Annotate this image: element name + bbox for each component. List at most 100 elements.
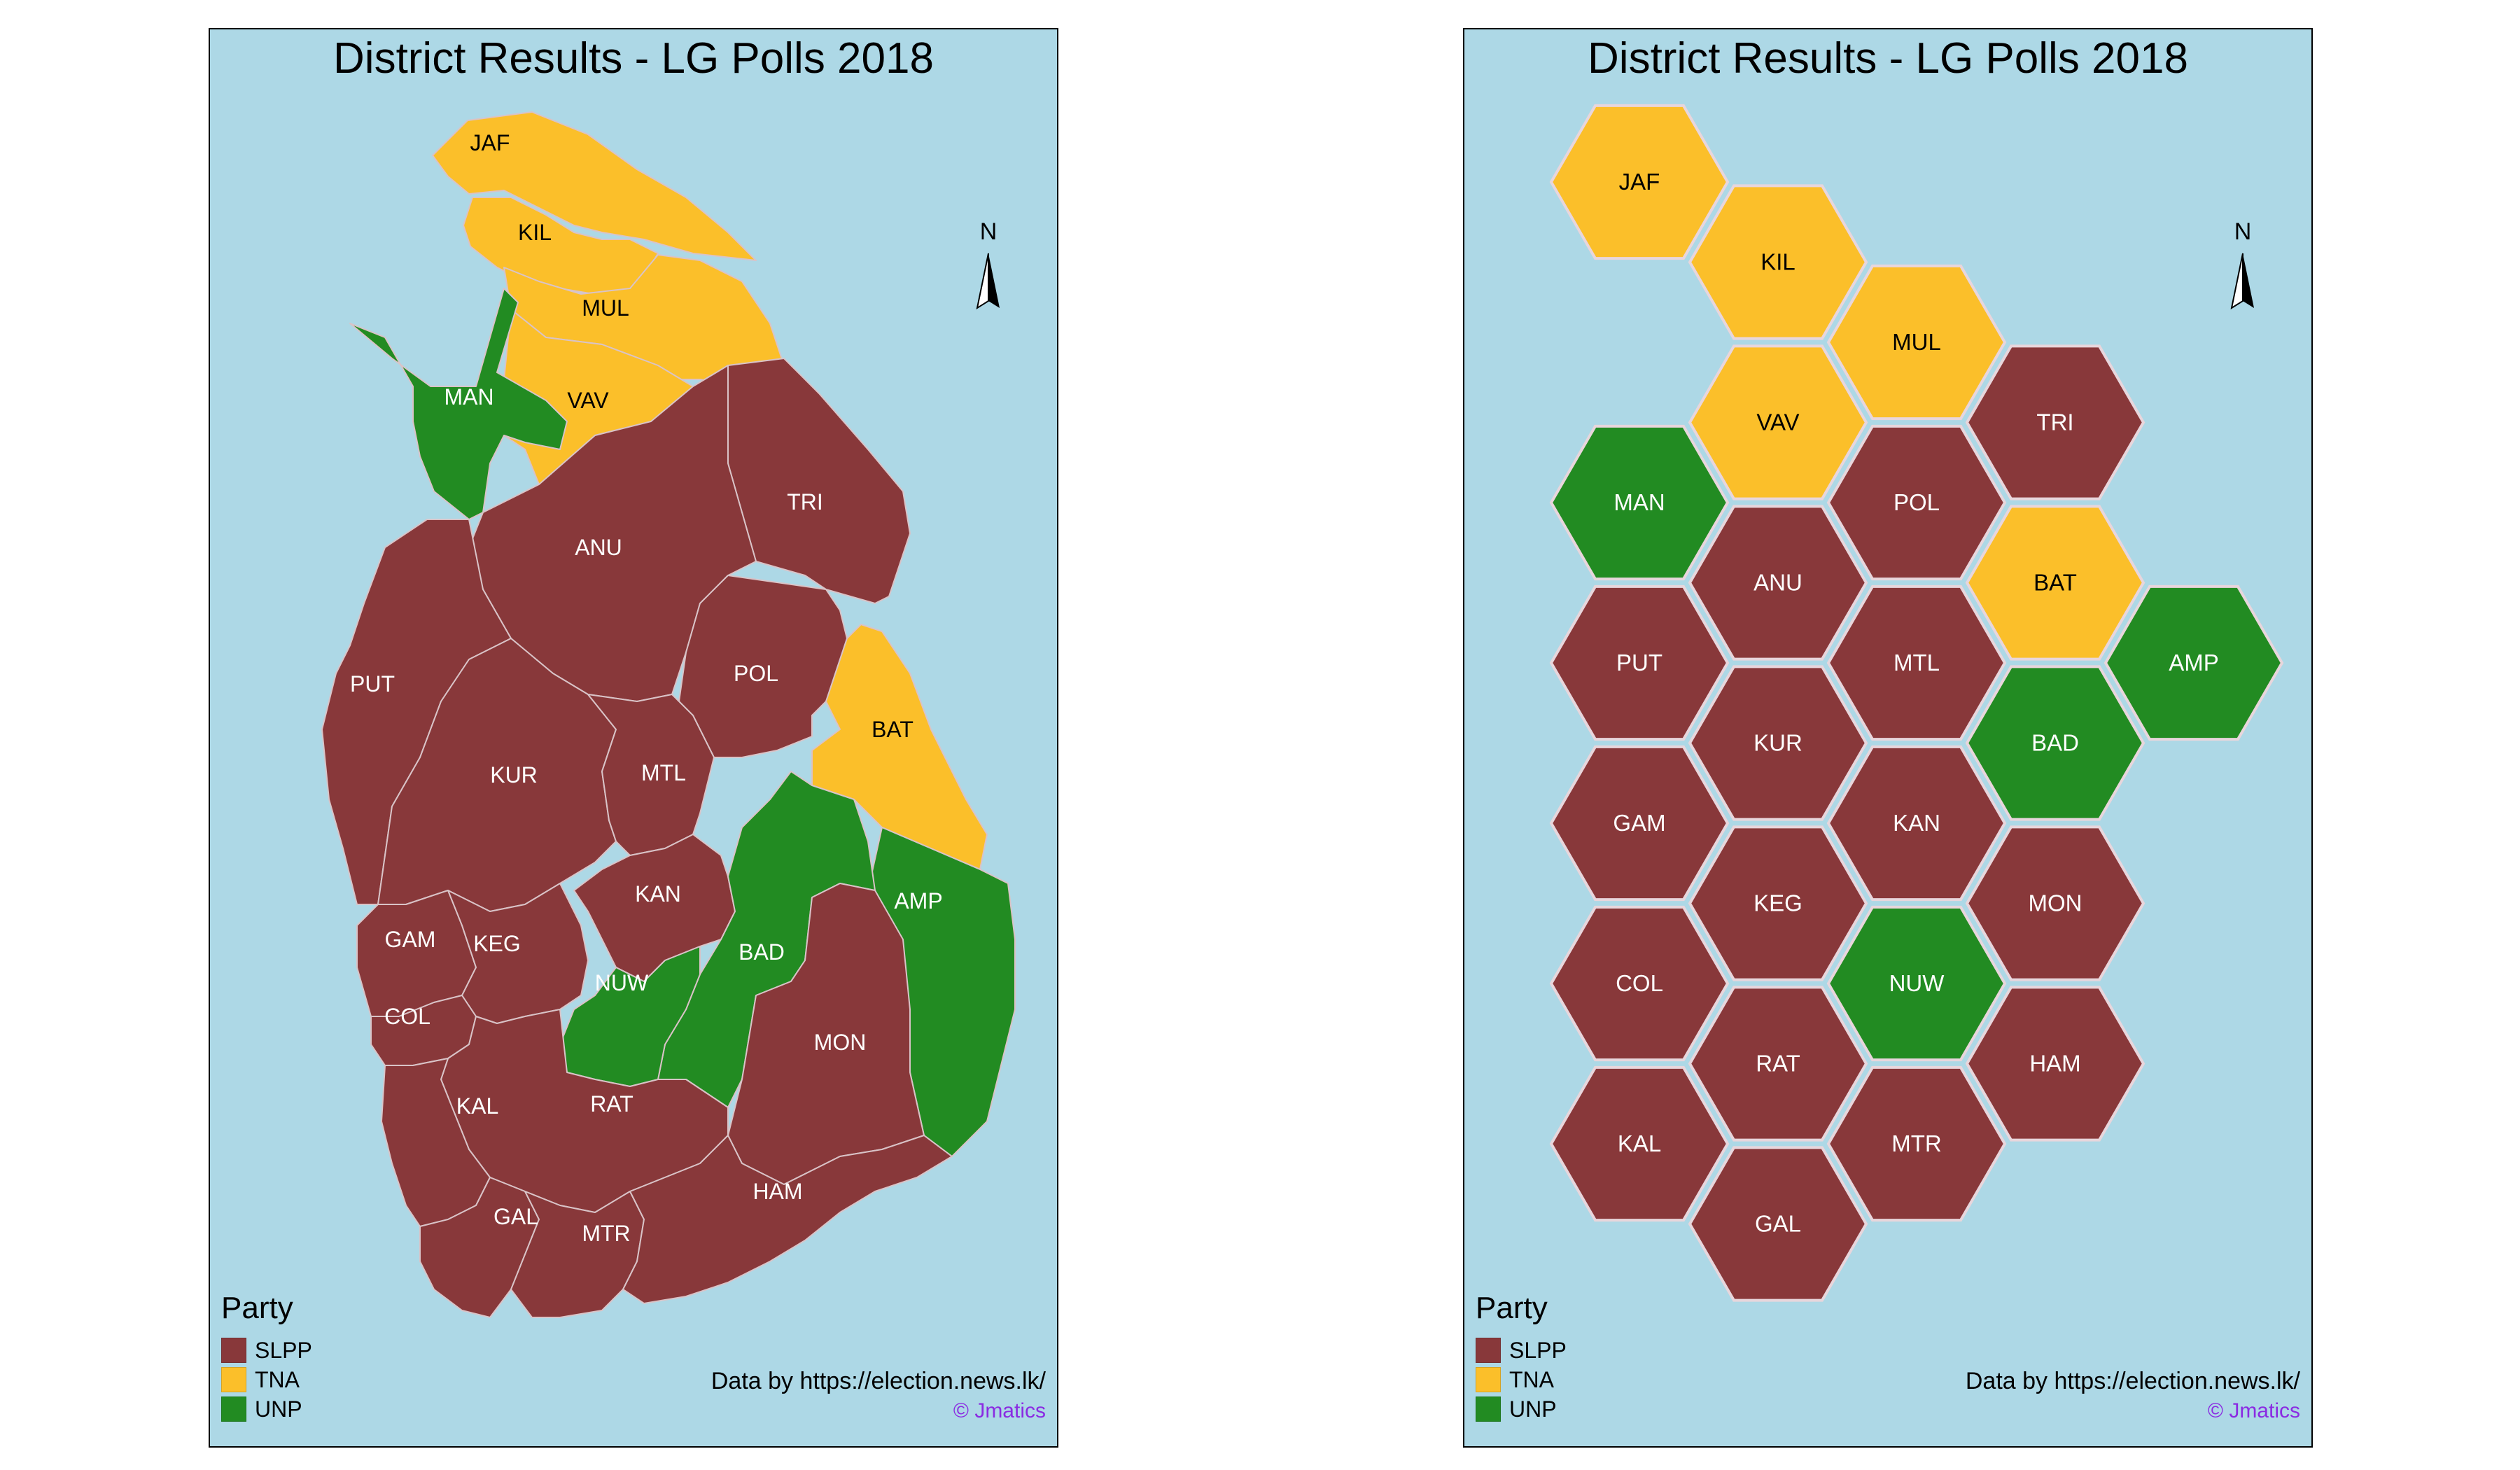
hex-label: RAT [1756,1051,1800,1077]
hex-tile-col: COL [1549,905,1730,1062]
district-label: MTL [641,760,686,785]
legend-label: TNA [255,1366,300,1392]
district-label: PUT [350,671,395,696]
hex-tile-pol: POL [1826,424,2007,581]
hex-tile-put: PUT [1549,584,1730,741]
hex-label: MUL [1892,329,1941,355]
district-label: TRI [787,489,823,514]
legend-label: UNP [1509,1396,1557,1422]
district-label: RAT [590,1091,634,1116]
district-label: NUW [595,970,649,995]
hex-label: JAF [1619,169,1660,195]
legend-label: TNA [1509,1366,1554,1392]
hex-tile-mtl: MTL [1826,584,2007,741]
hex-label: BAT [2033,570,2077,596]
hex-label: MON [2029,890,2082,916]
legend-item-slpp: SLPP [221,1336,312,1365]
hex-label: NUW [1889,970,1945,996]
hex-tile-mtr: MTR [1826,1065,2007,1222]
hex-tile-anu: ANU [1688,505,1868,661]
district-tri [727,358,911,604]
district-label: MAN [444,384,493,410]
legend-swatch [1476,1367,1501,1392]
legend-title: Party [1476,1291,1548,1325]
legend-swatch [221,1396,246,1422]
north-arrow: N [2222,218,2264,344]
hex-label: ANU [1754,570,1802,596]
district-ham [622,1135,953,1304]
district-label: BAT [872,717,913,742]
party-legend: Party SLPP TNA UNP [221,1291,312,1424]
legend-title: Party [221,1291,293,1325]
district-label: KEG [473,931,521,956]
hex-tile-man: MAN [1549,424,1730,581]
hex-label: GAM [1613,810,1665,836]
hex-tile-gam: GAM [1549,745,1730,902]
hex-label: VAV [1756,410,1799,435]
legend-item-unp: UNP [1476,1394,1567,1424]
hex-label: MAN [1614,489,1665,515]
legend-item-slpp: SLPP [1476,1336,1567,1365]
hex-label: KAN [1893,810,1940,836]
legend-swatch [1476,1396,1501,1422]
district-label: JAF [470,130,510,155]
north-label: N [2234,218,2252,245]
hex-tile-kur: KUR [1688,665,1868,821]
district-label: MUL [582,295,629,321]
district-label: BAD [738,939,785,965]
district-label: MTR [582,1221,630,1246]
hex-tile-tri: TRI [1965,344,2146,500]
hex-map-panel: District Results - LG Polls 2018 JAF KIL M… [1463,28,2313,1448]
district-label: GAL [493,1204,538,1229]
party-legend: Party SLPP TNA UNP [1476,1291,1567,1424]
legend-label: UNP [255,1396,302,1422]
hex-label: PUT [1616,650,1662,676]
copyright: © Jmatics [953,1399,1046,1422]
district-label: KUR [490,762,538,788]
district-label: COL [384,1004,430,1029]
hex-label: GAL [1755,1211,1801,1237]
geographic-map: JAF KIL MUL VAV MAN TRI ANU POL PUT BAT KUR MTL AMP K… [321,111,1016,1318]
hex-tile-mul: MUL [1826,264,2007,421]
district-man [349,288,568,520]
data-credit: Data by https://election.news.lk/ [1965,1368,2300,1394]
hex-tile-jaf: JAF [1549,104,1730,260]
hex-tile-ham: HAM [1965,986,2146,1142]
district-label: KAN [635,881,681,906]
district-label: GAM [385,927,436,952]
hex-label: TRI [2036,410,2073,435]
hex-tile-vav: VAV [1688,344,1868,500]
legend-swatch [221,1338,246,1363]
district-label: VAV [567,388,609,413]
hex-tile-nuw: NUW [1826,905,2007,1062]
hex-label: POL [1893,489,1940,515]
legend-item-tna: TNA [221,1365,312,1394]
hex-tile-kan: KAN [1826,745,2007,902]
hex-tile-rat: RAT [1688,986,1868,1142]
geographic-map-panel: District Results - LG Polls 2018 JAF KIL M… [209,28,1058,1448]
hex-tile-keg: KEG [1688,825,1868,981]
district-label: MON [814,1030,867,1055]
district-label: AMP [894,888,942,913]
hex-tile-kal: KAL [1549,1065,1730,1222]
hex-label: MTR [1891,1130,1941,1156]
district-jaf [432,111,757,261]
district-label: POL [734,661,778,686]
hex-label: HAM [2029,1051,2080,1077]
district-label: KAL [456,1093,498,1119]
legend-item-unp: UNP [221,1394,312,1424]
data-credit: Data by https://election.news.lk/ [710,1368,1046,1394]
hex-tile-bat: BAT [1965,505,2146,661]
legend-label: SLPP [1509,1337,1567,1363]
north-arrow-icon [2230,253,2254,309]
hex-label: BAD [2031,730,2079,756]
hex-label: AMP [2169,650,2219,676]
hex-tile-amp: AMP [2104,584,2284,741]
legend-label: SLPP [255,1337,312,1363]
hex-label: KAL [1618,1130,1661,1156]
district-mtr [510,1191,645,1318]
legend-swatch [221,1367,246,1392]
district-label: KIL [518,220,552,245]
north-label: N [979,218,997,245]
hex-label: COL [1616,970,1663,996]
